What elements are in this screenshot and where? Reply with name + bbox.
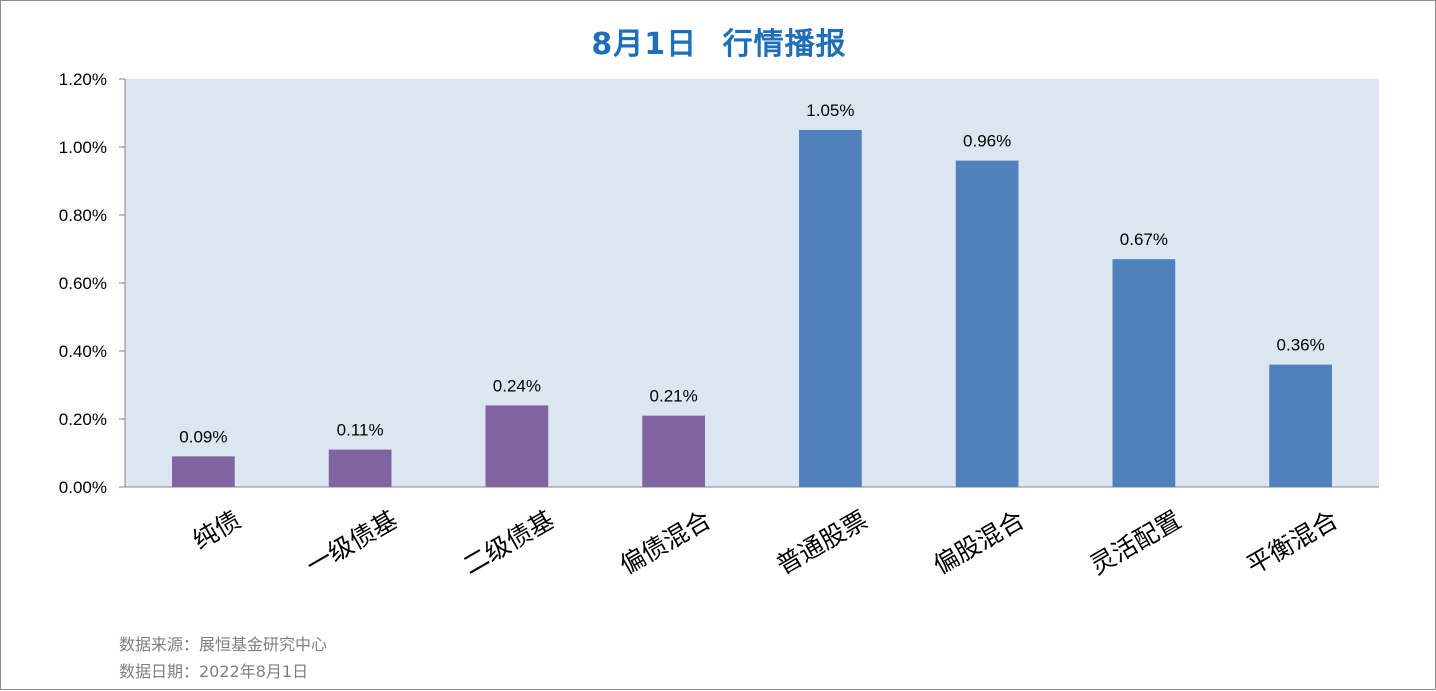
footer-source: 数据来源：展恒基金研究中心: [119, 635, 328, 654]
y-axis: 0.00% 0.20% 0.40% 0.60% 0.80% 1.00% 1.20%: [59, 70, 126, 497]
data-label: 0.96%: [963, 132, 1011, 151]
category-label: 普通股票: [771, 505, 872, 580]
y-tick-label: 0.60%: [59, 274, 107, 293]
footer-date: 数据日期：2022年8月1日: [119, 662, 309, 681]
chart-title: 8月1日 行情播报: [591, 27, 847, 62]
y-tick-label: 0.00%: [59, 478, 107, 497]
data-label: 0.24%: [493, 376, 541, 395]
y-tick-label: 0.80%: [59, 206, 107, 225]
category-label: 偏债混合: [615, 505, 716, 580]
bars: [172, 130, 1332, 487]
category-label: 偏股混合: [928, 505, 1029, 580]
category-labels: 纯债 一级债基 二级债基 偏债混合 普通股票 偏股混合 灵活配置 平衡混合: [188, 505, 1343, 580]
data-labels: 0.09% 0.11% 0.24% 0.21% 1.05% 0.96% 0.67% 0.36%: [179, 101, 1324, 446]
y-tick-label: 1.00%: [59, 138, 107, 157]
category-label: 一级债基: [301, 505, 402, 580]
data-label: 0.21%: [650, 387, 698, 406]
bar: [328, 449, 392, 487]
bar: [172, 456, 235, 487]
bar: [485, 405, 549, 487]
category-label: 二级债基: [458, 505, 559, 580]
bar: [1112, 259, 1176, 487]
y-tick-label: 0.40%: [59, 342, 107, 361]
category-label: 纯债: [188, 505, 246, 555]
y-tick-label: 0.20%: [59, 410, 107, 429]
bar: [955, 160, 1019, 487]
category-label: 灵活配置: [1085, 505, 1186, 580]
data-label: 0.11%: [337, 421, 384, 440]
data-label: 1.05%: [806, 101, 854, 120]
data-label: 0.09%: [179, 427, 227, 446]
plot-area: [125, 79, 1379, 487]
bar: [642, 415, 705, 487]
bar: [1269, 364, 1332, 487]
data-label: 0.36%: [1277, 336, 1325, 355]
category-label: 平衡混合: [1242, 505, 1343, 580]
data-label: 0.67%: [1120, 230, 1168, 249]
bar: [799, 130, 862, 487]
y-tick-label: 1.20%: [59, 70, 107, 89]
